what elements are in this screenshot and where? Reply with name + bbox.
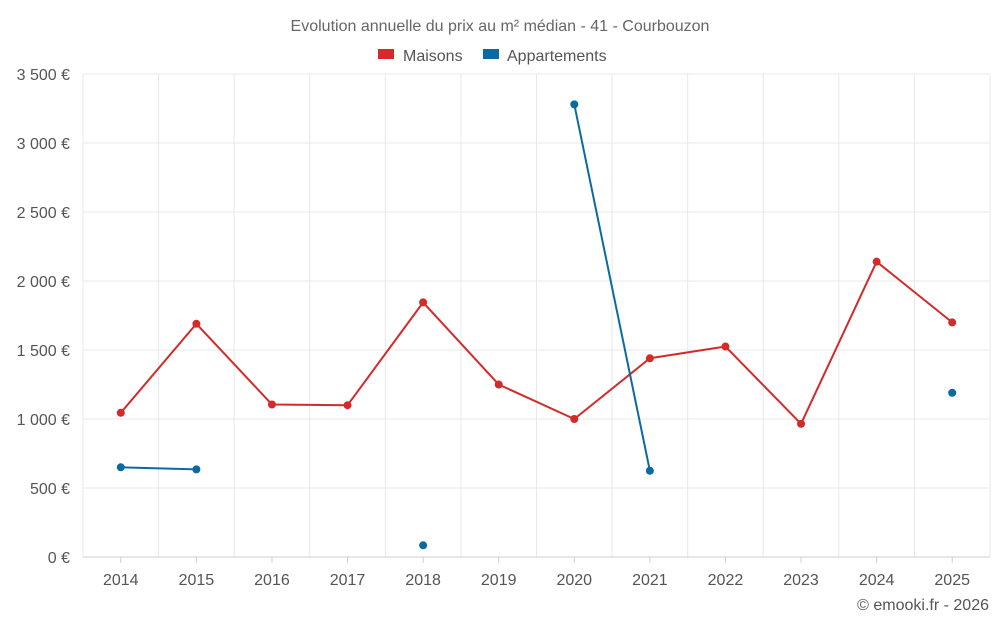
- data-point-maisons[interactable]: [570, 415, 579, 423]
- data-point-appartements[interactable]: [192, 465, 201, 474]
- series-line-appartements: [120, 466, 197, 471]
- y-axis: 0 € 500 € 1 000 € 1 500 € 2 000 € 2 500 € 3 00…: [17, 67, 70, 567]
- legend[interactable]: Maisons Appartements: [378, 48, 607, 65]
- data-point-appartements[interactable]: [948, 388, 957, 397]
- data-point-maisons[interactable]: [948, 318, 957, 327]
- x-tick-label: 2024: [859, 572, 895, 589]
- y-tick-label: 1 000 €: [17, 412, 70, 429]
- data-point-appartements[interactable]: [116, 463, 125, 472]
- y-tick-label: 2 000 €: [17, 274, 70, 291]
- series-line-maisons: [120, 260, 953, 425]
- legend-label-maisons[interactable]: Maisons: [403, 48, 463, 65]
- data-point-appartements[interactable]: [419, 541, 428, 550]
- x-tick-label: 2018: [405, 572, 441, 589]
- x-tick-label: 2015: [179, 572, 215, 589]
- chart-title: Evolution annuelle du prix au m² médian …: [291, 18, 710, 35]
- y-tick-label: 1 500 €: [17, 343, 70, 360]
- data-point-appartements[interactable]: [570, 100, 579, 109]
- grid: [82, 73, 991, 557]
- data-point-appartements[interactable]: [645, 466, 654, 475]
- data-point-maisons[interactable]: [872, 257, 881, 266]
- x-tick-label: 2021: [632, 572, 668, 589]
- x-tick-label: 2020: [556, 572, 592, 589]
- data-point-maisons[interactable]: [797, 419, 806, 428]
- x-tick-label: 2016: [254, 572, 290, 589]
- data-point-maisons[interactable]: [116, 408, 125, 417]
- data-point-maisons[interactable]: [419, 298, 428, 307]
- x-tick-label: 2017: [330, 572, 366, 589]
- series: [116, 100, 957, 550]
- series-line-appartements: [573, 104, 651, 471]
- x-tick-label: 2014: [103, 572, 139, 589]
- y-tick-label: 0 €: [48, 550, 70, 567]
- data-point-maisons[interactable]: [192, 319, 201, 328]
- y-tick-label: 2 500 €: [17, 205, 70, 222]
- y-tick-label: 3 000 €: [17, 136, 70, 153]
- data-point-maisons[interactable]: [343, 401, 352, 410]
- x-tick-label: 2019: [481, 572, 517, 589]
- data-point-maisons[interactable]: [645, 354, 654, 363]
- y-tick-label: 500 €: [30, 481, 70, 498]
- x-tick-label: 2022: [708, 572, 744, 589]
- x-tick-label: 2025: [934, 572, 970, 589]
- x-axis: 2014 2015 2016 2017 2018 2019 2020 2021 2022 2023…: [83, 556, 990, 589]
- data-point-maisons[interactable]: [721, 342, 730, 351]
- y-tick-label: 3 500 €: [17, 67, 70, 84]
- legend-label-appartements[interactable]: Appartements: [507, 48, 607, 65]
- data-point-maisons[interactable]: [267, 400, 276, 409]
- x-tick-label: 2023: [783, 572, 819, 589]
- credit-text: © emooki.fr - 2026: [857, 597, 989, 614]
- legend-swatch-appartements: [483, 49, 499, 59]
- data-point-maisons[interactable]: [494, 380, 503, 389]
- legend-swatch-maisons: [378, 49, 394, 59]
